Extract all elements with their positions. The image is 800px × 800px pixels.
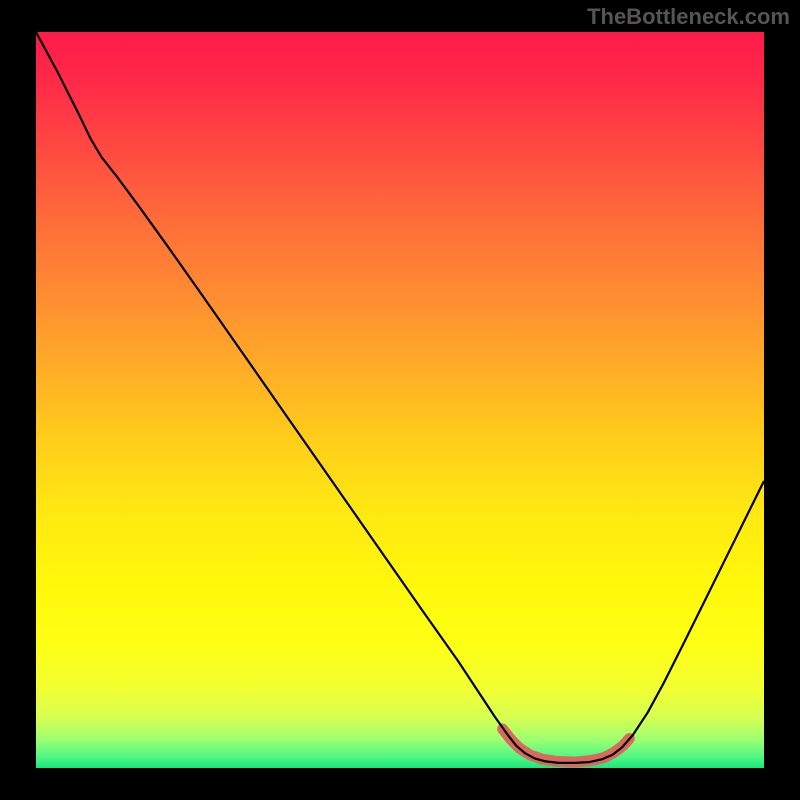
watermark-text: TheBottleneck.com	[587, 4, 790, 30]
bottleneck-curve	[36, 32, 764, 763]
chart-container: TheBottleneck.com	[0, 0, 800, 800]
plot-area	[36, 32, 764, 768]
highlight-segment	[503, 729, 630, 762]
curve-overlay	[36, 32, 764, 768]
